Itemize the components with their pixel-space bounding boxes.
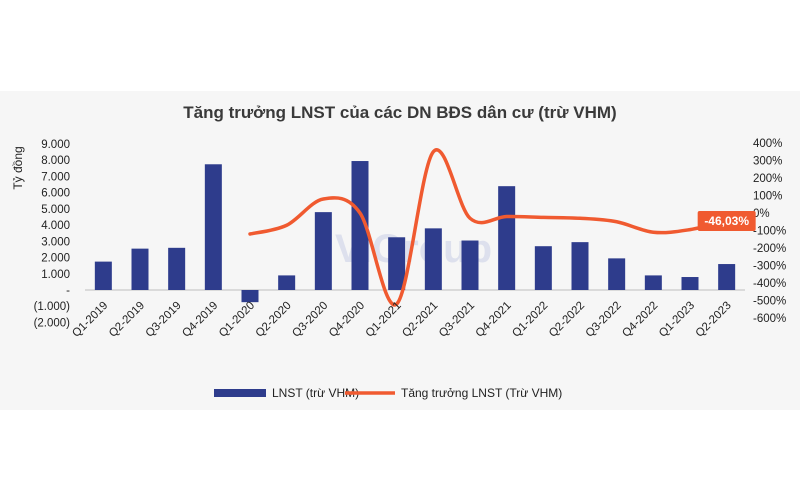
bar — [204, 164, 222, 290]
x-axis-ticks: Q1-2019Q2-2019Q3-2019Q4-2019Q1-2020Q2-20… — [70, 300, 733, 340]
left-axis-ticks: 9.000 8.000 7.000 6.000 5.000 4.000 3.000 2.000… — [34, 139, 71, 329]
x-tick-label: Q4-2022 — [620, 300, 660, 340]
left-tick-label: 1.000 — [41, 269, 70, 281]
right-tick-label: -100% — [753, 226, 786, 238]
x-tick-label: Q3-2019 — [144, 300, 184, 340]
x-tick-label: Q4-2020 — [327, 300, 367, 340]
bar — [571, 242, 589, 290]
x-tick-label: Q3-2020 — [290, 300, 330, 340]
right-tick-label: -300% — [753, 261, 786, 273]
left-tick-label: - — [66, 285, 70, 297]
bar — [131, 248, 149, 290]
left-tick-label: 6.000 — [41, 188, 70, 200]
right-tick-label: 200% — [753, 173, 782, 185]
x-tick-label: Q2-2021 — [400, 300, 440, 340]
x-tick-label: Q2-2022 — [547, 300, 587, 340]
right-tick-label: -600% — [753, 313, 786, 325]
bar — [94, 261, 112, 290]
bar — [241, 290, 259, 303]
right-tick-label: 300% — [753, 156, 782, 168]
last-value-annotation: -46,03% — [697, 211, 756, 232]
bar — [718, 264, 736, 290]
x-tick-label: Q4-2019 — [180, 300, 220, 340]
legend: LNST (trừ VHM) Tăng trưởng LNST (Trừ VHM… — [214, 386, 562, 400]
growth-line — [248, 148, 729, 307]
legend-bar-swatch — [214, 389, 266, 397]
bar-series — [94, 161, 736, 303]
bar — [534, 246, 552, 290]
right-axis-ticks: 400% 300% 200% 100% 0% -100% -200% -300% -400% -5… — [753, 138, 786, 325]
x-tick-label: Q3-2022 — [584, 300, 624, 340]
x-tick-label: Q4-2021 — [474, 300, 514, 340]
left-tick-label: 7.000 — [41, 171, 70, 183]
bar — [681, 277, 699, 290]
chart-title: Tăng trưởng LNST của các DN BĐS dân cư (… — [183, 103, 616, 122]
bar — [351, 161, 369, 290]
right-tick-label: 0% — [753, 208, 770, 220]
bar — [388, 237, 406, 290]
bar — [168, 247, 186, 290]
x-tick-label: Q1-2020 — [217, 300, 257, 340]
x-tick-label: Q1-2021 — [364, 300, 404, 340]
bar — [498, 186, 516, 290]
bar — [608, 258, 626, 290]
x-tick-label: Q2-2023 — [694, 300, 734, 340]
x-tick-label: Q2-2019 — [107, 300, 147, 340]
left-tick-label: 5.000 — [41, 204, 70, 216]
left-tick-label: (2.000) — [34, 317, 71, 329]
left-tick-label: 3.000 — [41, 236, 70, 248]
x-tick-label: Q1-2023 — [657, 300, 697, 340]
left-tick-label: 8.000 — [41, 155, 70, 167]
right-tick-label: -400% — [753, 278, 786, 290]
x-tick-label: Q1-2019 — [70, 300, 110, 340]
legend-line-label: Tăng trưởng LNST (Trừ VHM) — [401, 386, 562, 400]
annotation-box — [697, 211, 756, 232]
legend-bar-label: LNST (trừ VHM) — [272, 386, 359, 400]
bar — [278, 275, 296, 290]
annotation-label: -46,03% — [704, 214, 749, 228]
left-tick-label: 2.000 — [41, 253, 70, 265]
x-tick-label: Q2-2020 — [254, 300, 294, 340]
bar — [644, 275, 662, 290]
left-tick-label: (1.000) — [34, 301, 71, 313]
left-tick-label: 4.000 — [41, 220, 70, 232]
right-tick-label: -500% — [753, 296, 786, 308]
right-tick-label: 400% — [753, 138, 782, 150]
y-axis-label: Tỷ đồng — [11, 146, 25, 189]
bar — [461, 240, 479, 290]
x-tick-label: Q1-2022 — [510, 300, 550, 340]
right-tick-label: 100% — [753, 191, 782, 203]
bar — [424, 228, 442, 290]
left-tick-label: 9.000 — [41, 139, 70, 151]
x-tick-label: Q3-2021 — [437, 300, 477, 340]
right-tick-label: -200% — [753, 243, 786, 255]
bar — [314, 212, 332, 290]
